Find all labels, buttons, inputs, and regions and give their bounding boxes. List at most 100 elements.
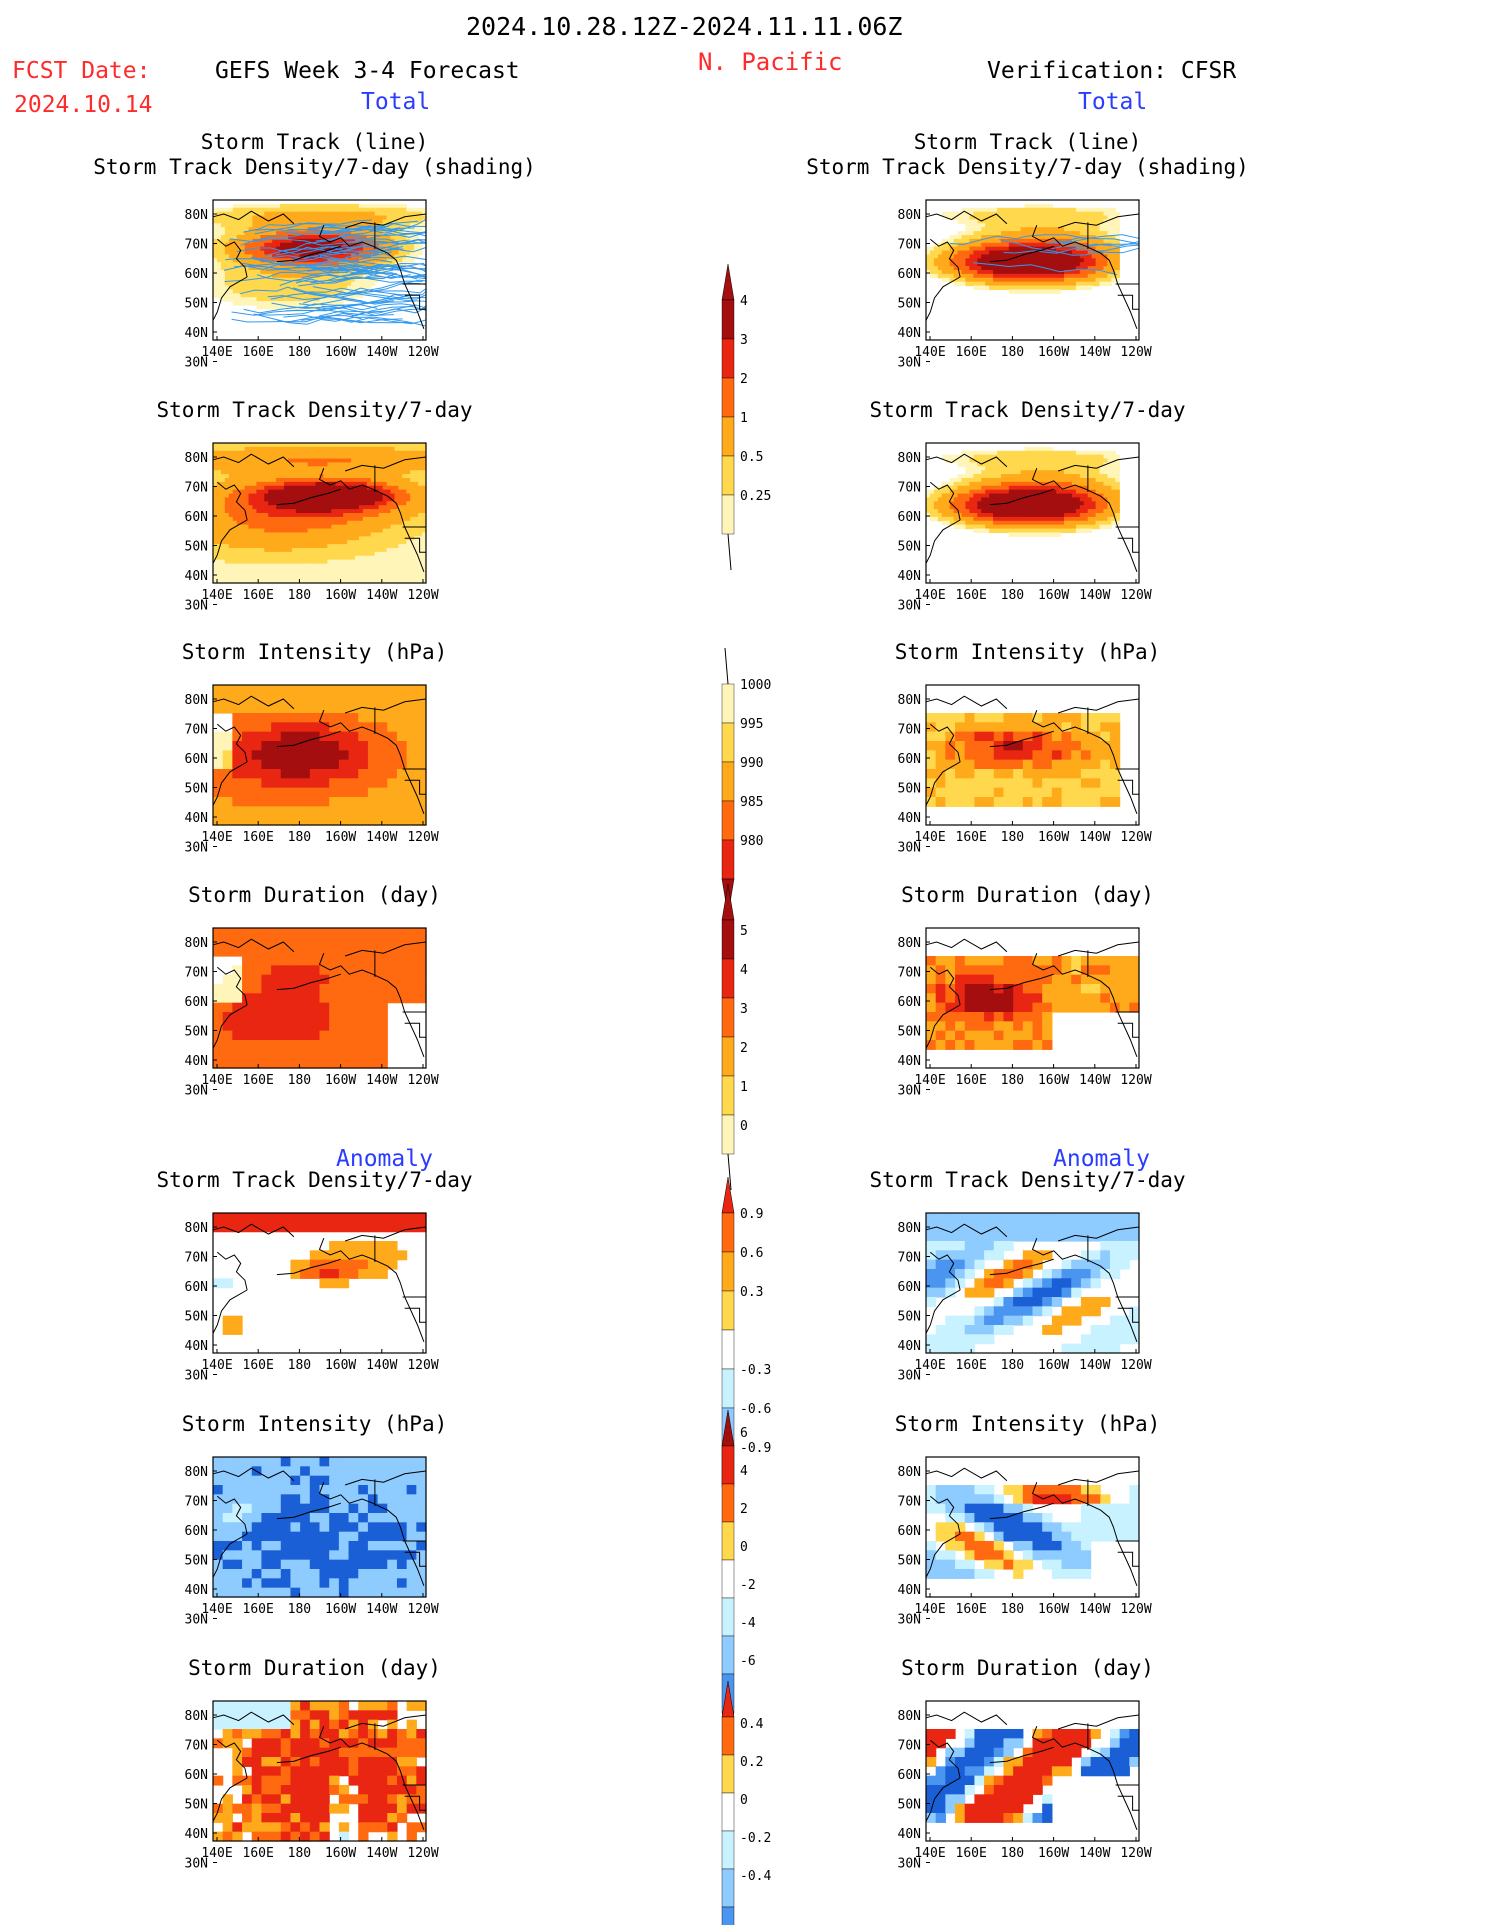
grid-cell: [1099, 462, 1105, 467]
grid-cell: [997, 270, 1002, 275]
grid-cell: [228, 548, 234, 553]
grid-cell: [378, 466, 384, 471]
grid-cell: [228, 285, 234, 291]
grid-cell: [248, 513, 254, 518]
grid-cell: [362, 254, 368, 259]
grid-cell: [1060, 242, 1065, 248]
grid-cell: [319, 219, 325, 224]
grid-cell: [362, 520, 368, 526]
grid-cell: [347, 509, 352, 514]
grid-cell: [315, 571, 321, 576]
grid-cell: [303, 536, 309, 541]
grid-cell: [394, 489, 399, 495]
grid-cell: [370, 579, 376, 584]
storm-track-line: [243, 306, 394, 317]
map-frame: [925, 199, 1140, 341]
grid-cell: [339, 544, 344, 549]
grid-cell: [280, 520, 285, 526]
grid-cell: [362, 559, 368, 565]
grid-cell: [343, 262, 348, 267]
grid-cell: [248, 446, 254, 452]
grid-cell: [276, 285, 281, 291]
grid-cell: [1060, 223, 1065, 228]
grid-cell: [232, 575, 238, 580]
grid-cell: [937, 258, 943, 263]
grid-cell: [355, 493, 360, 499]
grid-cell: [1107, 219, 1112, 224]
grid-cell: [973, 223, 978, 228]
grid-cell: [228, 227, 234, 232]
grid-cell: [339, 478, 344, 483]
grid-cell: [997, 238, 1002, 244]
grid-cell: [276, 513, 281, 518]
grid-cell: [264, 297, 269, 302]
grid-cell: [953, 489, 959, 495]
storm-track-line: [256, 272, 397, 282]
grid-cell: [303, 571, 309, 576]
grid-cell: [1036, 227, 1041, 232]
grid-cell: [232, 466, 238, 471]
grid-cell: [260, 489, 265, 495]
grid-cell: [961, 501, 967, 506]
grid-cell: [260, 544, 265, 549]
grid-cell: [1016, 505, 1022, 510]
grid-cell: [268, 242, 273, 248]
grid-cell: [260, 231, 265, 236]
grid-cell: [272, 563, 277, 569]
grid-cell: [1091, 273, 1097, 279]
grid-cell: [347, 219, 352, 224]
grid-cell: [949, 501, 955, 506]
grid-cell: [240, 289, 246, 294]
grid-cell: [232, 474, 238, 479]
grid-cell: [981, 254, 986, 259]
grid-cell: [355, 501, 360, 506]
grid-cell: [362, 524, 368, 530]
grid-cell: [260, 540, 265, 545]
grid-cell: [1091, 246, 1097, 252]
grid-cell: [327, 446, 332, 452]
grid-cell: [327, 227, 332, 232]
grid-cell: [236, 285, 242, 291]
grid-cell: [299, 551, 305, 557]
grid-cell: [307, 544, 313, 549]
grid-cell: [236, 266, 242, 271]
grid-cell: [977, 227, 982, 232]
grid-cell: [985, 231, 990, 236]
grid-cell: [374, 559, 380, 565]
grid-cell: [1032, 489, 1038, 495]
grid-cell: [319, 289, 325, 294]
grid-cell: [1040, 474, 1045, 479]
grid-cell: [1044, 235, 1049, 240]
grid-cell: [414, 501, 419, 506]
grid-cell: [268, 567, 273, 572]
grid-cell: [323, 227, 328, 232]
grid-cell: [256, 528, 261, 534]
grid-cell: [1040, 250, 1045, 256]
grid-cell: [307, 551, 313, 557]
grid-cell: [378, 563, 384, 569]
grid-cell: [1075, 223, 1081, 228]
grid-cell: [1083, 227, 1089, 232]
grid-cell: [228, 571, 234, 576]
grid-cell: [343, 571, 348, 576]
grid-cell: [343, 289, 348, 294]
grid-cell: [949, 211, 955, 217]
grid-cell: [1075, 281, 1081, 287]
grid-cell: [315, 446, 321, 452]
grid-cell: [1012, 281, 1018, 287]
grid-cell: [1099, 493, 1105, 499]
grid-cell: [284, 305, 289, 310]
grid-cell: [1052, 223, 1057, 228]
grid-cell: [973, 493, 978, 499]
grid-cell: [422, 485, 427, 491]
grid-cell: [406, 215, 411, 221]
grid-cell: [295, 524, 301, 530]
grid-cell: [374, 215, 380, 221]
grid-cell: [323, 516, 328, 522]
grid-cell: [260, 466, 265, 471]
grid-cell: [339, 513, 344, 518]
grid-cell: [252, 242, 257, 248]
grid-cell: [224, 516, 230, 522]
grid-cell: [228, 528, 234, 534]
grid-cell: [264, 273, 269, 279]
